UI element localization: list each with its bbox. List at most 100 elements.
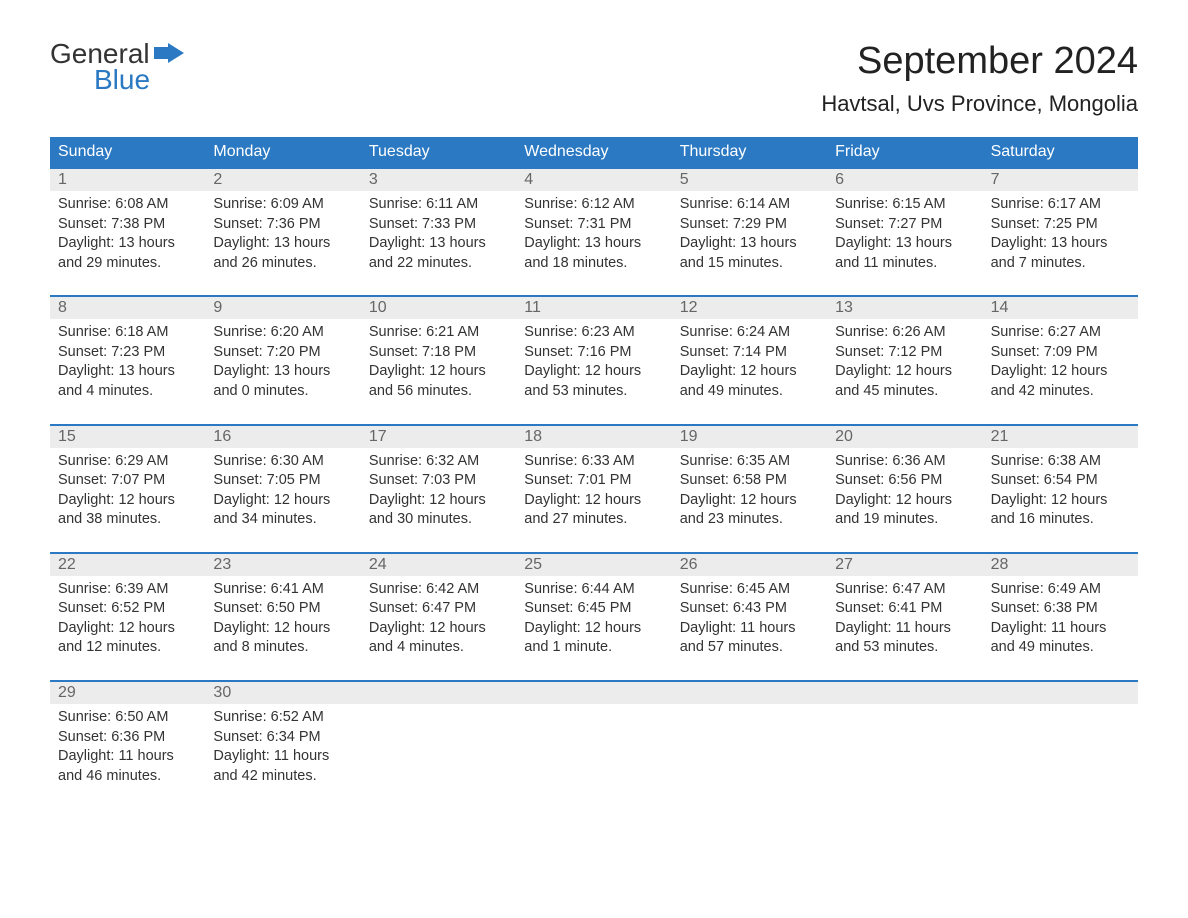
daylight-line: Daylight: 11 hours and 42 minutes. xyxy=(213,747,352,786)
sunrise-line: Sunrise: 6:47 AM xyxy=(835,580,974,600)
logo-flag-icon xyxy=(154,40,184,68)
day-cell: 23Sunrise: 6:41 AMSunset: 6:50 PMDayligh… xyxy=(205,554,360,668)
weeks-container: 1Sunrise: 6:08 AMSunset: 7:38 PMDaylight… xyxy=(50,167,1138,796)
day-content: Sunrise: 6:12 AMSunset: 7:31 PMDaylight:… xyxy=(516,191,671,283)
day-content: Sunrise: 6:29 AMSunset: 7:07 PMDaylight:… xyxy=(50,448,205,540)
day-cell: 19Sunrise: 6:35 AMSunset: 6:58 PMDayligh… xyxy=(672,426,827,540)
week-row: 15Sunrise: 6:29 AMSunset: 7:07 PMDayligh… xyxy=(50,424,1138,540)
empty-day-number xyxy=(983,682,1138,704)
sunrise-line: Sunrise: 6:50 AM xyxy=(58,708,197,728)
weekday-header-row: SundayMondayTuesdayWednesdayThursdayFrid… xyxy=(50,137,1138,167)
sunset-line: Sunset: 7:33 PM xyxy=(369,215,508,235)
sunrise-line: Sunrise: 6:29 AM xyxy=(58,452,197,472)
day-content: Sunrise: 6:42 AMSunset: 6:47 PMDaylight:… xyxy=(361,576,516,668)
day-content: Sunrise: 6:20 AMSunset: 7:20 PMDaylight:… xyxy=(205,319,360,411)
day-number: 14 xyxy=(983,297,1138,319)
sunrise-line: Sunrise: 6:42 AM xyxy=(369,580,508,600)
daylight-line: Daylight: 11 hours and 49 minutes. xyxy=(991,619,1130,658)
day-cell: 10Sunrise: 6:21 AMSunset: 7:18 PMDayligh… xyxy=(361,297,516,411)
day-cell: 8Sunrise: 6:18 AMSunset: 7:23 PMDaylight… xyxy=(50,297,205,411)
day-cell: 20Sunrise: 6:36 AMSunset: 6:56 PMDayligh… xyxy=(827,426,982,540)
weekday-saturday: Saturday xyxy=(983,137,1138,167)
day-number: 15 xyxy=(50,426,205,448)
day-cell: 1Sunrise: 6:08 AMSunset: 7:38 PMDaylight… xyxy=(50,169,205,283)
sunrise-line: Sunrise: 6:38 AM xyxy=(991,452,1130,472)
logo-text-blue: Blue xyxy=(94,66,184,94)
weekday-sunday: Sunday xyxy=(50,137,205,167)
day-number: 19 xyxy=(672,426,827,448)
day-content: Sunrise: 6:15 AMSunset: 7:27 PMDaylight:… xyxy=(827,191,982,283)
weekday-thursday: Thursday xyxy=(672,137,827,167)
day-content: Sunrise: 6:17 AMSunset: 7:25 PMDaylight:… xyxy=(983,191,1138,283)
day-cell: 16Sunrise: 6:30 AMSunset: 7:05 PMDayligh… xyxy=(205,426,360,540)
day-cell xyxy=(672,682,827,796)
sunset-line: Sunset: 7:25 PM xyxy=(991,215,1130,235)
day-number: 21 xyxy=(983,426,1138,448)
day-number: 4 xyxy=(516,169,671,191)
day-content: Sunrise: 6:49 AMSunset: 6:38 PMDaylight:… xyxy=(983,576,1138,668)
sunrise-line: Sunrise: 6:39 AM xyxy=(58,580,197,600)
day-content: Sunrise: 6:11 AMSunset: 7:33 PMDaylight:… xyxy=(361,191,516,283)
day-content: Sunrise: 6:52 AMSunset: 6:34 PMDaylight:… xyxy=(205,704,360,796)
day-cell: 17Sunrise: 6:32 AMSunset: 7:03 PMDayligh… xyxy=(361,426,516,540)
day-number: 9 xyxy=(205,297,360,319)
day-cell: 27Sunrise: 6:47 AMSunset: 6:41 PMDayligh… xyxy=(827,554,982,668)
day-content: Sunrise: 6:38 AMSunset: 6:54 PMDaylight:… xyxy=(983,448,1138,540)
daylight-line: Daylight: 13 hours and 29 minutes. xyxy=(58,234,197,273)
sunrise-line: Sunrise: 6:24 AM xyxy=(680,323,819,343)
day-cell: 15Sunrise: 6:29 AMSunset: 7:07 PMDayligh… xyxy=(50,426,205,540)
day-cell: 26Sunrise: 6:45 AMSunset: 6:43 PMDayligh… xyxy=(672,554,827,668)
day-number: 25 xyxy=(516,554,671,576)
empty-day-number xyxy=(672,682,827,704)
sunset-line: Sunset: 6:38 PM xyxy=(991,599,1130,619)
daylight-line: Daylight: 13 hours and 15 minutes. xyxy=(680,234,819,273)
sunset-line: Sunset: 6:45 PM xyxy=(524,599,663,619)
daylight-line: Daylight: 12 hours and 38 minutes. xyxy=(58,491,197,530)
day-cell xyxy=(361,682,516,796)
daylight-line: Daylight: 13 hours and 18 minutes. xyxy=(524,234,663,273)
sunset-line: Sunset: 6:52 PM xyxy=(58,599,197,619)
daylight-line: Daylight: 12 hours and 4 minutes. xyxy=(369,619,508,658)
sunset-line: Sunset: 7:05 PM xyxy=(213,471,352,491)
day-content: Sunrise: 6:39 AMSunset: 6:52 PMDaylight:… xyxy=(50,576,205,668)
day-number: 1 xyxy=(50,169,205,191)
empty-day-number xyxy=(827,682,982,704)
day-number: 27 xyxy=(827,554,982,576)
day-content: Sunrise: 6:50 AMSunset: 6:36 PMDaylight:… xyxy=(50,704,205,796)
week-row: 8Sunrise: 6:18 AMSunset: 7:23 PMDaylight… xyxy=(50,295,1138,411)
sunrise-line: Sunrise: 6:20 AM xyxy=(213,323,352,343)
sunset-line: Sunset: 7:14 PM xyxy=(680,343,819,363)
sunrise-line: Sunrise: 6:18 AM xyxy=(58,323,197,343)
day-cell: 7Sunrise: 6:17 AMSunset: 7:25 PMDaylight… xyxy=(983,169,1138,283)
sunrise-line: Sunrise: 6:11 AM xyxy=(369,195,508,215)
day-content: Sunrise: 6:45 AMSunset: 6:43 PMDaylight:… xyxy=(672,576,827,668)
daylight-line: Daylight: 12 hours and 8 minutes. xyxy=(213,619,352,658)
day-cell xyxy=(827,682,982,796)
header: General Blue September 2024 Havtsal, Uvs… xyxy=(50,40,1138,117)
sunrise-line: Sunrise: 6:44 AM xyxy=(524,580,663,600)
week-row: 22Sunrise: 6:39 AMSunset: 6:52 PMDayligh… xyxy=(50,552,1138,668)
day-content: Sunrise: 6:47 AMSunset: 6:41 PMDaylight:… xyxy=(827,576,982,668)
day-number: 6 xyxy=(827,169,982,191)
daylight-line: Daylight: 12 hours and 27 minutes. xyxy=(524,491,663,530)
sunset-line: Sunset: 6:54 PM xyxy=(991,471,1130,491)
daylight-line: Daylight: 12 hours and 23 minutes. xyxy=(680,491,819,530)
day-content: Sunrise: 6:08 AMSunset: 7:38 PMDaylight:… xyxy=(50,191,205,283)
day-number: 28 xyxy=(983,554,1138,576)
title-block: September 2024 Havtsal, Uvs Province, Mo… xyxy=(821,40,1138,117)
weekday-tuesday: Tuesday xyxy=(361,137,516,167)
daylight-line: Daylight: 11 hours and 53 minutes. xyxy=(835,619,974,658)
daylight-line: Daylight: 13 hours and 4 minutes. xyxy=(58,362,197,401)
empty-day-number xyxy=(516,682,671,704)
day-number: 17 xyxy=(361,426,516,448)
day-number: 18 xyxy=(516,426,671,448)
daylight-line: Daylight: 12 hours and 56 minutes. xyxy=(369,362,508,401)
daylight-line: Daylight: 13 hours and 22 minutes. xyxy=(369,234,508,273)
sunset-line: Sunset: 7:27 PM xyxy=(835,215,974,235)
day-number: 23 xyxy=(205,554,360,576)
sunset-line: Sunset: 7:31 PM xyxy=(524,215,663,235)
day-cell: 11Sunrise: 6:23 AMSunset: 7:16 PMDayligh… xyxy=(516,297,671,411)
sunset-line: Sunset: 7:07 PM xyxy=(58,471,197,491)
day-number: 22 xyxy=(50,554,205,576)
day-cell: 14Sunrise: 6:27 AMSunset: 7:09 PMDayligh… xyxy=(983,297,1138,411)
